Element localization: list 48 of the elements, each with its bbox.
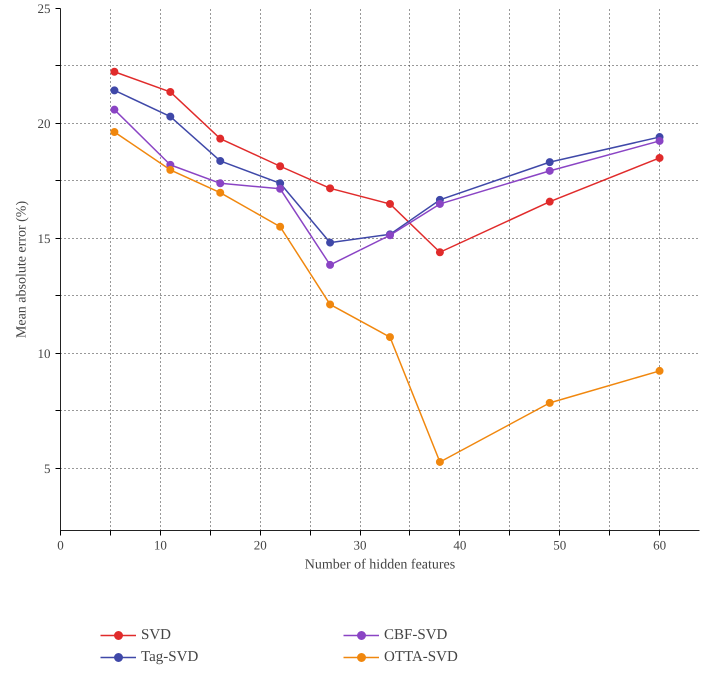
point	[166, 88, 174, 96]
point	[326, 300, 334, 308]
y-tick-label: 10	[38, 346, 50, 361]
point	[546, 198, 554, 206]
point	[166, 112, 174, 121]
point	[166, 166, 174, 174]
point	[546, 166, 554, 175]
point	[110, 106, 118, 114]
y-axis-title: Mean absolute error (%)	[14, 200, 30, 338]
point	[386, 333, 394, 342]
point	[546, 158, 554, 166]
point	[436, 248, 444, 256]
point	[656, 366, 664, 375]
point	[276, 184, 284, 193]
point	[656, 154, 664, 162]
point	[110, 86, 118, 94]
point	[326, 238, 334, 247]
point	[436, 200, 444, 208]
x-tick-label: 20	[254, 538, 267, 552]
point	[276, 162, 284, 170]
legend-label: Tag-SVD	[141, 648, 200, 666]
point	[110, 68, 118, 76]
point	[276, 222, 284, 231]
y-tick-label: 5	[44, 460, 50, 476]
point	[546, 398, 554, 407]
y-tick-label: 25	[38, 1, 50, 16]
point	[216, 188, 224, 197]
y-tick-label: 20	[38, 116, 50, 131]
legend-label: CBF-SVD	[384, 626, 448, 644]
point	[216, 179, 224, 188]
point	[216, 134, 224, 143]
x-axis-title: Number of hidden features	[304, 558, 456, 572]
point	[386, 200, 394, 208]
point	[110, 128, 118, 136]
x-tick-label: 60	[653, 538, 666, 552]
x-tick-label: 40	[453, 538, 466, 552]
legend-label: SVD	[141, 626, 172, 644]
point	[326, 184, 334, 192]
point	[216, 156, 224, 165]
point	[436, 458, 444, 466]
x-tick-label: 50	[553, 538, 566, 552]
point	[326, 260, 334, 269]
legend-label: OTTA-SVD	[384, 648, 459, 666]
x-tick-label: 30	[354, 538, 367, 552]
y-tick-label: 15	[38, 230, 50, 246]
point	[656, 136, 664, 145]
x-tick-label: 10	[154, 538, 167, 552]
x-tick-label: 0	[57, 538, 64, 552]
